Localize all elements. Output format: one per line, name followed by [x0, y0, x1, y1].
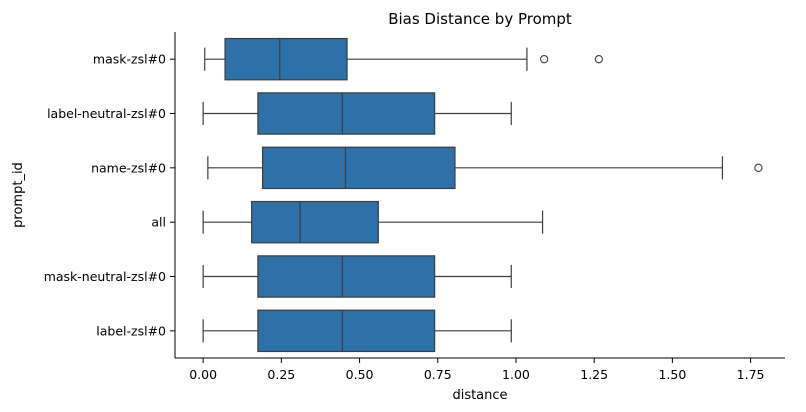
box-iqr: [257, 255, 436, 298]
y-tick-label: name-zsl#0: [91, 160, 166, 175]
plot-area: mask-zsl#0 label-neutral-zsl#0 name-zsl#0 a…: [44, 32, 785, 382]
y-tick-label: label-neutral-zsl#0: [47, 106, 166, 121]
x-tick-label: 1.25: [580, 367, 608, 382]
box-iqr: [257, 92, 436, 135]
outlier-point: [594, 55, 604, 64]
x-tick-label: 0.50: [346, 367, 374, 382]
chart-title: Bias Distance by Prompt: [388, 10, 572, 28]
y-tick-label: mask-neutral-zsl#0: [44, 269, 166, 284]
box-iqr: [257, 309, 436, 353]
box-iqr: [224, 37, 348, 81]
y-tick-label: mask-zsl#0: [93, 52, 166, 67]
x-axis-label: distance: [452, 388, 507, 403]
outlier-point: [539, 55, 549, 64]
x-tick-label: 1.75: [737, 367, 765, 382]
x-tick-label: 0.00: [189, 367, 217, 382]
y-tick-label: label-zsl#0: [96, 323, 166, 338]
y-tick-label: all: [151, 215, 166, 230]
x-tick-label: 1.00: [502, 367, 530, 382]
x-tick-label: 0.75: [424, 367, 452, 382]
outlier-point: [754, 163, 763, 172]
box-iqr: [251, 200, 379, 244]
y-axis-label: prompt_id: [11, 162, 26, 228]
x-tick-label: 1.50: [658, 367, 686, 382]
box-iqr: [261, 146, 456, 190]
x-tick-label: 0.25: [267, 367, 295, 382]
